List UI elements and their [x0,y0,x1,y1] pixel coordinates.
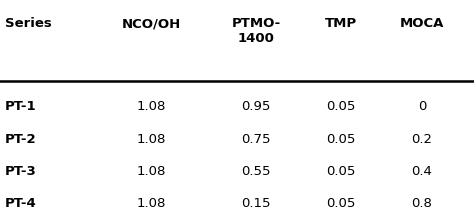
Text: 0: 0 [418,101,426,113]
Text: PT-4: PT-4 [5,197,36,210]
Text: NCO/OH: NCO/OH [122,17,181,30]
Text: MOCA: MOCA [400,17,444,30]
Text: 0.05: 0.05 [327,165,356,178]
Text: 1.08: 1.08 [137,165,166,178]
Text: 1.08: 1.08 [137,133,166,146]
Text: PT-3: PT-3 [5,165,36,178]
Text: PT-2: PT-2 [5,133,36,146]
Text: 0.05: 0.05 [327,197,356,210]
Text: 1.08: 1.08 [137,197,166,210]
Text: PT-1: PT-1 [5,101,36,113]
Text: 0.05: 0.05 [327,133,356,146]
Text: 0.05: 0.05 [327,101,356,113]
Text: TMP: TMP [325,17,357,30]
Text: PTMO-
1400: PTMO- 1400 [231,17,281,45]
Text: 0.4: 0.4 [411,165,432,178]
Text: 0.8: 0.8 [411,197,432,210]
Text: Series: Series [5,17,52,30]
Text: 0.2: 0.2 [411,133,432,146]
Text: 1.08: 1.08 [137,101,166,113]
Text: 0.75: 0.75 [241,133,271,146]
Text: 0.15: 0.15 [241,197,271,210]
Text: 0.55: 0.55 [241,165,271,178]
Text: 0.95: 0.95 [241,101,271,113]
